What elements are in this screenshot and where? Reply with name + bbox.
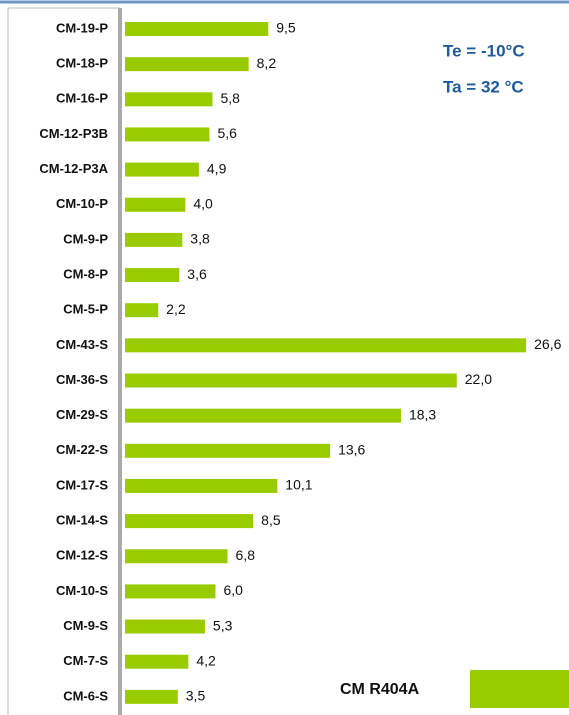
bar	[125, 619, 205, 634]
data-label: 18,3	[409, 406, 436, 422]
y-tick-label: CM-12-P3A	[39, 161, 108, 176]
bar	[125, 338, 527, 353]
data-label: 6,0	[223, 582, 243, 598]
y-tick-label: CM-22-S	[56, 442, 108, 457]
bar	[125, 268, 180, 283]
y-tick-label: CM-18-P	[56, 56, 108, 71]
data-label: 8,2	[257, 55, 277, 71]
y-tick-label: CM-6-S	[63, 688, 108, 703]
data-label: 3,5	[186, 688, 206, 704]
y-tick-label: CM-10-S	[56, 583, 108, 598]
data-label: 8,5	[261, 512, 281, 528]
y-tick-label: CM-5-P	[63, 302, 108, 317]
y-tick-label: CM-16-P	[56, 91, 108, 106]
bar	[125, 197, 186, 212]
bar	[125, 549, 228, 564]
y-tick-label: CM-43-S	[56, 337, 108, 352]
y-tick-label: CM-12-P3B	[39, 126, 108, 141]
data-label: 4,9	[207, 160, 227, 176]
bar	[125, 584, 216, 599]
data-label: 3,8	[190, 231, 210, 247]
bar	[125, 408, 401, 423]
y-tick-label: CM-7-S	[63, 653, 108, 668]
y-tick-label: CM-36-S	[56, 372, 108, 387]
data-label: 6,8	[236, 547, 256, 563]
bar	[125, 373, 457, 388]
data-label: 3,6	[187, 266, 207, 282]
legend-swatch	[470, 670, 569, 708]
data-label: 13,6	[338, 442, 365, 458]
y-tick-label: CM-17-S	[56, 477, 108, 492]
data-label: 5,3	[213, 617, 233, 633]
y-tick-label: CM-29-S	[56, 407, 108, 422]
data-label: 5,6	[217, 125, 237, 141]
y-tick-label: CM-9-P	[63, 231, 108, 246]
bar	[125, 654, 189, 669]
bar	[125, 162, 199, 177]
data-label: 10,1	[285, 477, 312, 493]
bar	[125, 57, 249, 72]
bar	[125, 92, 213, 107]
data-label: 22,0	[465, 371, 492, 387]
bar	[125, 127, 210, 142]
data-label: 9,5	[276, 20, 296, 36]
bar	[125, 303, 159, 318]
data-label: 2,2	[166, 301, 186, 317]
y-tick-label: CM-8-P	[63, 266, 108, 281]
data-label: 5,8	[220, 90, 240, 106]
bar	[125, 22, 269, 36]
annotation: Ta = 32 °C	[443, 77, 524, 96]
annotation: Te = -10°C	[443, 41, 525, 60]
legend-label: CM R404A	[340, 681, 420, 698]
y-tick-label: CM-9-S	[63, 618, 108, 633]
bar	[125, 232, 183, 247]
y-tick-label: CM-14-S	[56, 513, 108, 528]
data-label: 4,0	[193, 195, 213, 211]
bar	[125, 514, 254, 529]
data-label: 26,6	[534, 336, 561, 352]
y-tick-label: CM-19-P	[56, 20, 108, 35]
data-label: 4,2	[196, 652, 216, 668]
bar	[125, 443, 331, 458]
y-tick-label: CM-12-S	[56, 548, 108, 563]
bar	[125, 478, 278, 493]
bar	[125, 689, 178, 704]
y-tick-label: CM-10-P	[56, 196, 108, 211]
